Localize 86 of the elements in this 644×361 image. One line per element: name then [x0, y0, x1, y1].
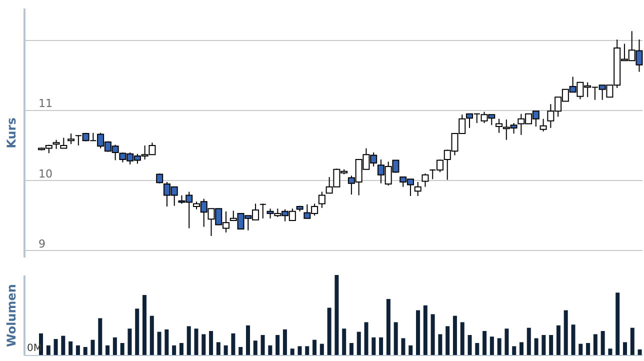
bar [586, 343, 590, 355]
bar [194, 328, 198, 355]
bar [305, 346, 310, 355]
bar [512, 346, 516, 355]
bar [253, 340, 258, 355]
bar [312, 340, 317, 355]
bar [401, 338, 406, 355]
bar [616, 292, 620, 355]
bar [623, 342, 627, 355]
bar [490, 336, 494, 355]
bar [186, 326, 191, 355]
bar [150, 316, 154, 355]
bar [276, 335, 280, 355]
bar [90, 340, 95, 355]
bar [630, 328, 634, 355]
bar [475, 343, 480, 355]
bar [460, 322, 464, 355]
bar [83, 347, 88, 355]
bar [446, 326, 450, 355]
bar [179, 343, 184, 355]
bar [556, 325, 560, 355]
y-tick-label: 9 [38, 237, 46, 250]
bar [394, 322, 398, 355]
bar [260, 335, 265, 355]
bar [416, 310, 420, 355]
bar [364, 322, 368, 355]
bar [549, 335, 554, 355]
bar [386, 299, 390, 355]
bar [430, 314, 435, 355]
bar [564, 310, 568, 355]
bar [342, 328, 346, 355]
bar [520, 342, 524, 355]
bar [571, 324, 576, 355]
bar [172, 345, 176, 355]
bar [157, 332, 162, 355]
bar [209, 331, 214, 355]
bar [282, 329, 287, 355]
bar [593, 334, 598, 355]
bar [298, 346, 302, 355]
bar [202, 334, 206, 355]
bar [112, 337, 117, 355]
bar [372, 337, 376, 355]
bar [526, 328, 531, 355]
bar [542, 335, 546, 355]
bar [135, 308, 140, 355]
bar [438, 334, 442, 355]
bar [349, 343, 354, 355]
bar [468, 335, 472, 355]
bar [216, 342, 220, 355]
bar [423, 305, 428, 355]
y-tick-label: 11 [38, 97, 52, 110]
y-axis-title: Wolumen [4, 284, 18, 347]
bar [408, 345, 413, 355]
bar [106, 345, 110, 355]
y-axis-title: Kurs [4, 118, 18, 148]
bar [482, 331, 487, 355]
bar [164, 329, 169, 355]
bar [268, 345, 272, 355]
bar [224, 345, 228, 355]
bar [638, 349, 642, 355]
bar [231, 333, 236, 355]
bar [534, 338, 538, 355]
bar [46, 345, 50, 355]
bar [327, 308, 332, 355]
bar [578, 344, 583, 355]
bar [68, 341, 73, 355]
bar [54, 339, 58, 355]
bar [356, 332, 361, 355]
bar [120, 343, 124, 355]
bar [142, 295, 146, 355]
bar [452, 316, 457, 355]
bar [334, 275, 339, 355]
bar [600, 331, 605, 355]
bar [608, 348, 612, 355]
y-tick-label: 10 [38, 167, 52, 180]
bar [379, 337, 384, 355]
bar [128, 328, 132, 355]
bar [290, 348, 294, 355]
bar [504, 328, 509, 355]
bar [76, 345, 80, 355]
bar [497, 338, 502, 355]
bar [320, 344, 324, 355]
bar [61, 336, 66, 355]
bar [246, 325, 250, 355]
bar [98, 318, 102, 355]
bar [238, 347, 243, 355]
